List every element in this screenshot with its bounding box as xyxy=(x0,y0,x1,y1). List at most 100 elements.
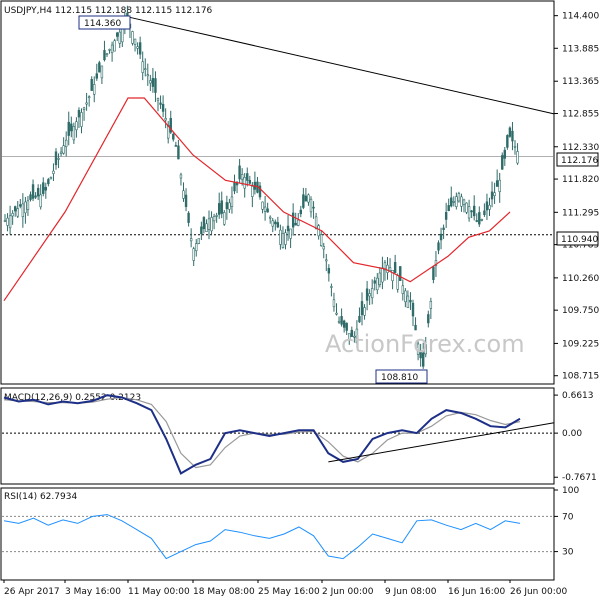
candle-body xyxy=(251,186,254,197)
candle-body xyxy=(131,31,134,44)
candle-body xyxy=(495,180,499,187)
price-y-tick-label: 108.715 xyxy=(562,372,599,382)
candle-body xyxy=(271,220,274,227)
candle-body xyxy=(472,205,476,217)
candle-body xyxy=(98,62,101,73)
x-tick-label: 18 May 08:00 xyxy=(193,587,255,597)
candle-body xyxy=(401,285,404,294)
candle-body xyxy=(391,270,394,282)
candle-body xyxy=(348,333,351,341)
rsi-y-tick-label: 100 xyxy=(562,486,579,496)
macd-main-line xyxy=(3,394,521,475)
candle-body xyxy=(393,262,397,274)
moving-average-line xyxy=(3,97,511,302)
current-price-box xyxy=(556,152,599,167)
candle-body xyxy=(337,320,341,323)
x-tick-label: 9 Jun 08:00 xyxy=(385,587,437,597)
candle-body xyxy=(177,145,180,160)
price-trendline xyxy=(127,16,555,115)
macd-panel: MACD(12,26,9) 0.2552 0.2123 0.6613 0.00 -0… xyxy=(0,387,597,485)
candle-body xyxy=(424,344,427,355)
candle-body xyxy=(202,217,206,230)
candle-body xyxy=(404,290,407,303)
candle-body xyxy=(368,293,371,297)
candle-body xyxy=(184,194,188,207)
candle-body xyxy=(335,312,338,315)
candle-body xyxy=(103,50,106,61)
candle-body xyxy=(437,242,440,251)
candle-body xyxy=(105,53,109,55)
candle-body xyxy=(47,179,50,185)
candle-body xyxy=(307,194,310,203)
candle-body xyxy=(100,65,104,79)
macd-trendline xyxy=(328,422,555,463)
candle-body xyxy=(284,232,287,245)
candle-body xyxy=(138,42,142,55)
x-tick-label: 26 Apr 2017 xyxy=(4,587,60,597)
candle-body xyxy=(409,299,412,303)
candle-body xyxy=(483,210,486,216)
candle-body xyxy=(406,295,410,308)
x-tick-label: 2 Jun 00:00 xyxy=(322,587,374,597)
x-tick-label: 26 Jun 00:00 xyxy=(510,587,567,597)
candle-body xyxy=(141,61,144,73)
candle-body xyxy=(113,40,116,52)
candle-body xyxy=(478,212,481,225)
candle-body xyxy=(151,78,155,87)
price-y-tick-label: 111.295 xyxy=(562,208,599,218)
rsi-title: RSI(14) 62.7934 xyxy=(4,492,77,502)
candle-body xyxy=(327,267,331,274)
support-price-tag: 110.940 xyxy=(556,231,599,246)
candle-body xyxy=(85,102,88,105)
candle-body xyxy=(44,186,48,191)
candle-body xyxy=(493,192,496,197)
candle-body xyxy=(388,267,392,271)
candle-body xyxy=(225,202,229,210)
candle-body xyxy=(6,217,9,226)
candle-body xyxy=(233,182,236,192)
price-y-tick-label: 113.365 xyxy=(562,77,599,87)
candle-body xyxy=(36,187,40,197)
candle-body xyxy=(299,209,302,215)
candle-body xyxy=(506,135,509,148)
candle-body xyxy=(172,133,175,140)
candle-body xyxy=(501,155,504,170)
candle-body xyxy=(452,201,455,203)
candle-body xyxy=(386,264,389,273)
candle-body xyxy=(121,27,124,43)
macd-y-tick-label: -0.7671 xyxy=(562,473,597,483)
candle-body xyxy=(396,275,399,290)
high-annotation-label: 114.360 xyxy=(84,19,121,29)
candle-body xyxy=(498,179,501,193)
candle-body xyxy=(439,233,443,241)
candle-body xyxy=(72,126,76,141)
macd-y-tick-label: 0.00 xyxy=(562,429,582,439)
candle-body xyxy=(455,196,458,207)
candle-body xyxy=(75,121,78,131)
rsi-panel: RSI(14) 62.7934 100 70 30 xyxy=(0,486,579,581)
candle-body xyxy=(31,184,35,199)
candle-body xyxy=(294,222,297,226)
price-panel: USDJPY,H4 112.115 112.188 112.115 112.17… xyxy=(0,0,599,385)
candle-body xyxy=(169,118,172,133)
price-y-ticks: 114.400 113.885 113.365 112.855 112.330 111.8… xyxy=(554,12,599,382)
candle-body xyxy=(460,196,463,207)
candle-body xyxy=(207,218,211,230)
candle-body xyxy=(26,200,30,210)
x-tick-label: 3 May 16:00 xyxy=(65,587,121,597)
candle-body xyxy=(189,238,193,242)
candle-body xyxy=(291,212,295,228)
x-tick-label: 16 Jun 16:00 xyxy=(448,587,505,597)
candle-body xyxy=(314,216,318,229)
candle-body xyxy=(289,228,292,239)
candles xyxy=(3,5,519,369)
candle-body xyxy=(381,267,384,283)
candle-body xyxy=(281,233,285,248)
rsi-y-tick-label: 30 xyxy=(562,548,574,558)
candle-body xyxy=(319,234,323,246)
candle-body xyxy=(11,213,14,217)
candle-body xyxy=(54,151,58,166)
price-panel-frame xyxy=(0,0,555,385)
candle-body xyxy=(258,185,262,198)
